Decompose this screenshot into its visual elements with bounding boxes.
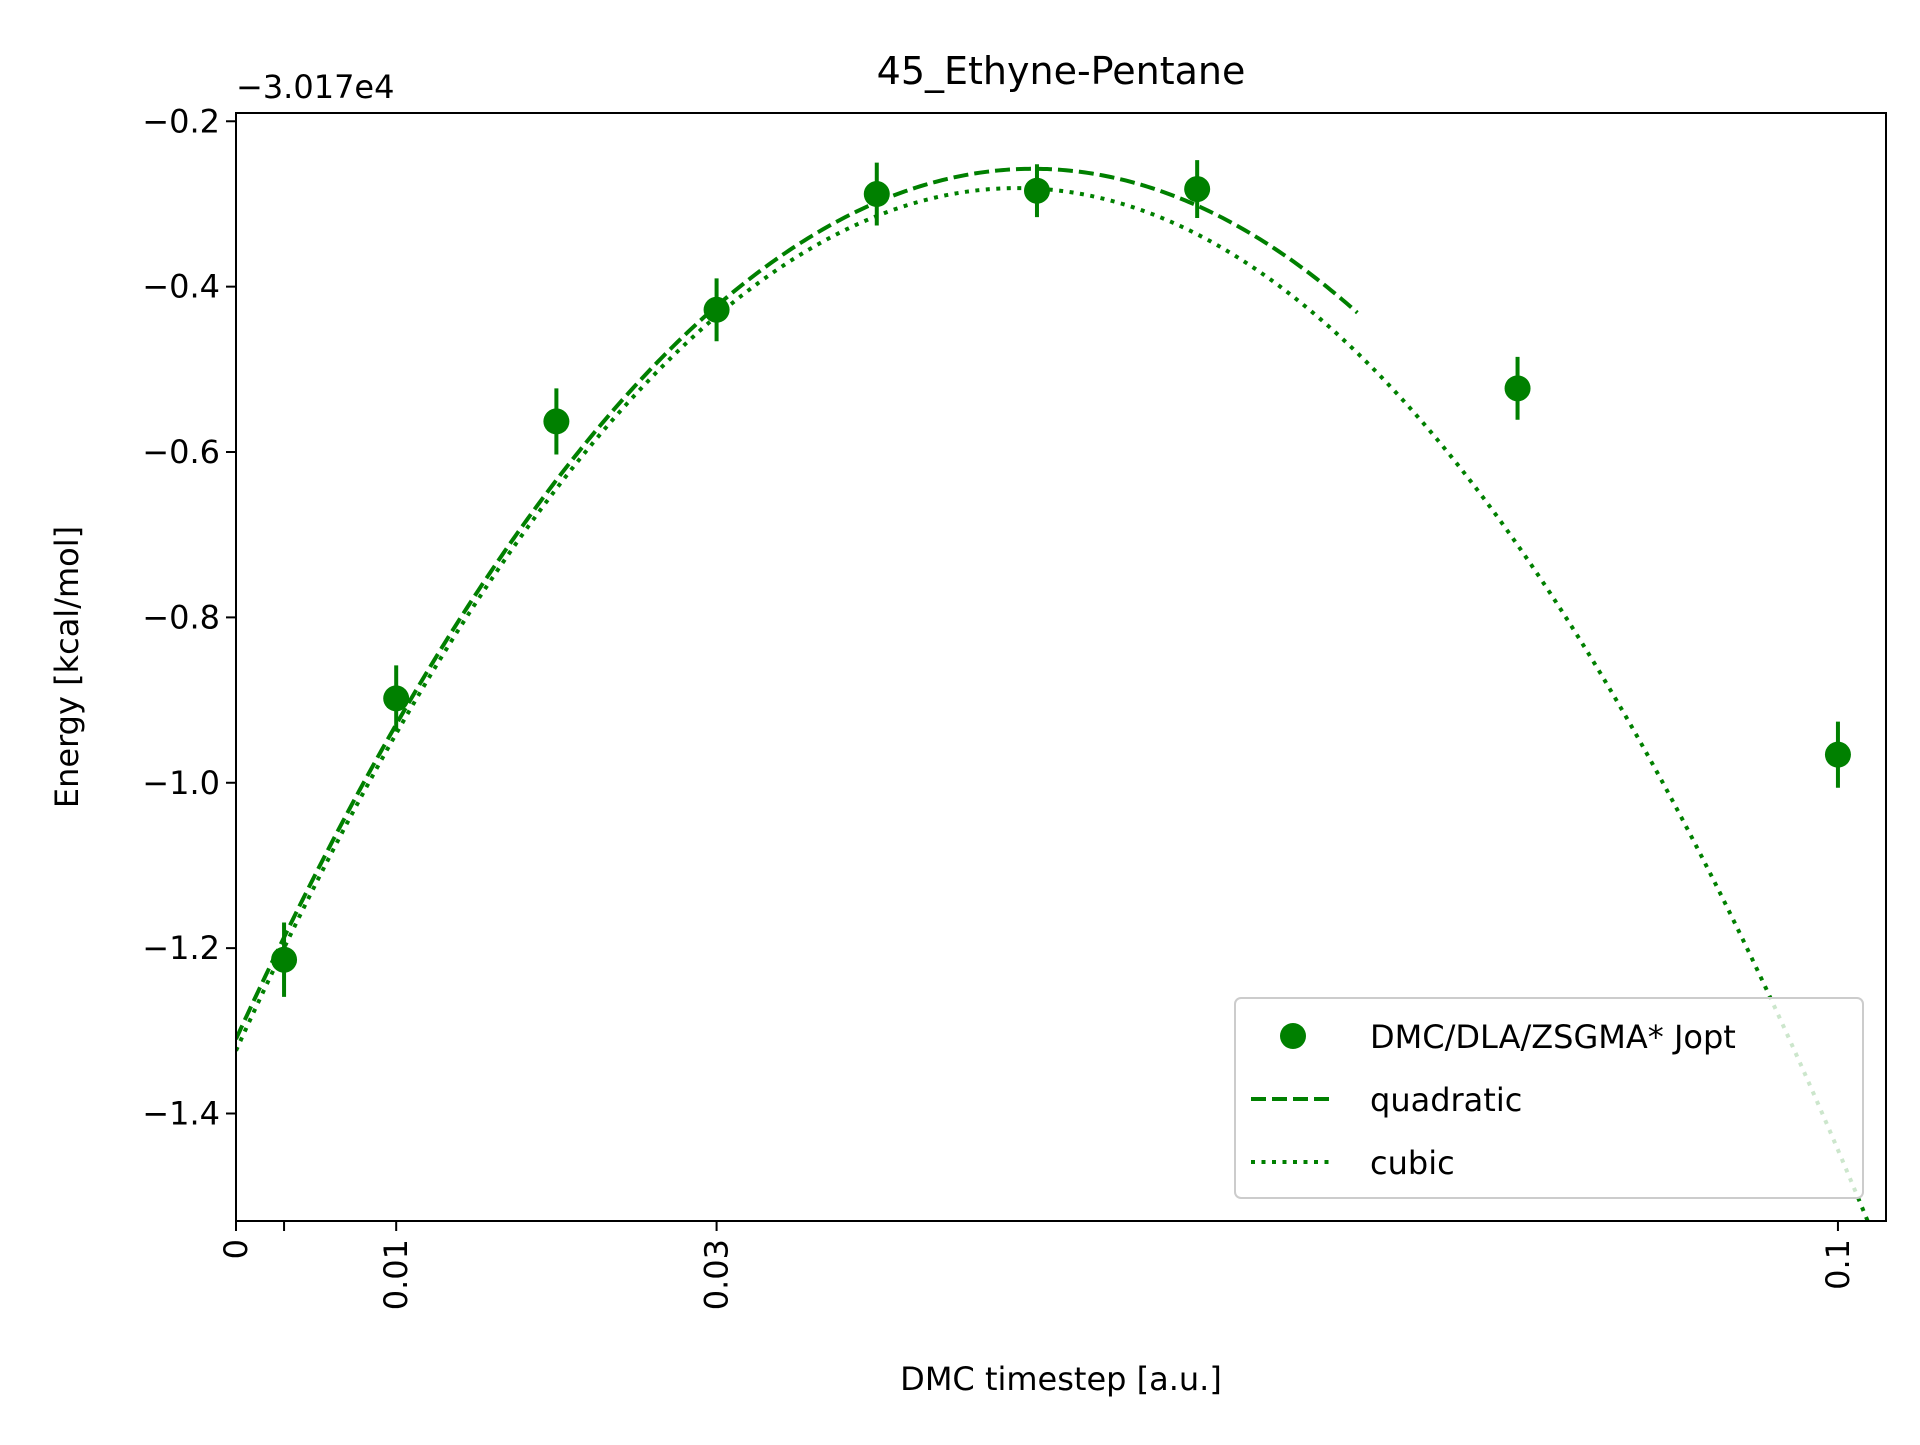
data-point [1504, 375, 1531, 402]
data-point [703, 296, 730, 323]
axis-ticks: −0.2 −0.4 −0.6 −0.8 −1.0 −1.2 −1.4 0 0.01 0.03 0.1 [142, 102, 1857, 1310]
x-axis-title: DMC timestep [a.u.] [900, 1360, 1222, 1398]
x-tick-label: 0.1 [1819, 1239, 1857, 1290]
legend-label: quadratic [1370, 1081, 1522, 1119]
y-tick-label: −0.2 [142, 102, 220, 140]
data-point [271, 946, 298, 973]
y-tick-label: −1.4 [142, 1095, 220, 1133]
axes-frame [235, 112, 1887, 1222]
cubic-fit-line [236, 186, 1870, 1221]
data-point [1023, 177, 1050, 204]
quadratic-fit-line [236, 166, 1359, 1040]
legend-box [1234, 997, 1864, 1199]
plot-area [236, 160, 1870, 1221]
data-point [1824, 741, 1851, 768]
y-axis-title: Energy [kcal/mol] [48, 526, 86, 808]
data-point [383, 685, 410, 712]
y-tick-label: −1.2 [142, 929, 220, 967]
data-point [1184, 176, 1211, 203]
y-tick-label: −0.4 [142, 268, 220, 306]
legend-label: DMC/DLA/ZSGMA* Jopt [1370, 1018, 1736, 1056]
legend-label: cubic [1370, 1144, 1455, 1182]
data-point [543, 408, 570, 435]
data-point [863, 181, 890, 208]
x-tick-label: 0 [217, 1239, 255, 1259]
chart-title: 45_Ethyne-Pentane [877, 49, 1246, 93]
x-tick-label: 0.03 [698, 1239, 736, 1310]
y-axis-offset-label: −3.017e4 [236, 68, 394, 106]
legend-marker-point [1280, 1023, 1306, 1049]
legend: DMC/DLA/ZSGMA* Jopt quadratic cubic [1234, 997, 1864, 1199]
y-tick-label: −0.8 [142, 598, 220, 636]
x-tick-label: 0.01 [377, 1239, 415, 1310]
y-tick-label: −1.0 [142, 764, 220, 802]
y-tick-label: −0.6 [142, 433, 220, 471]
